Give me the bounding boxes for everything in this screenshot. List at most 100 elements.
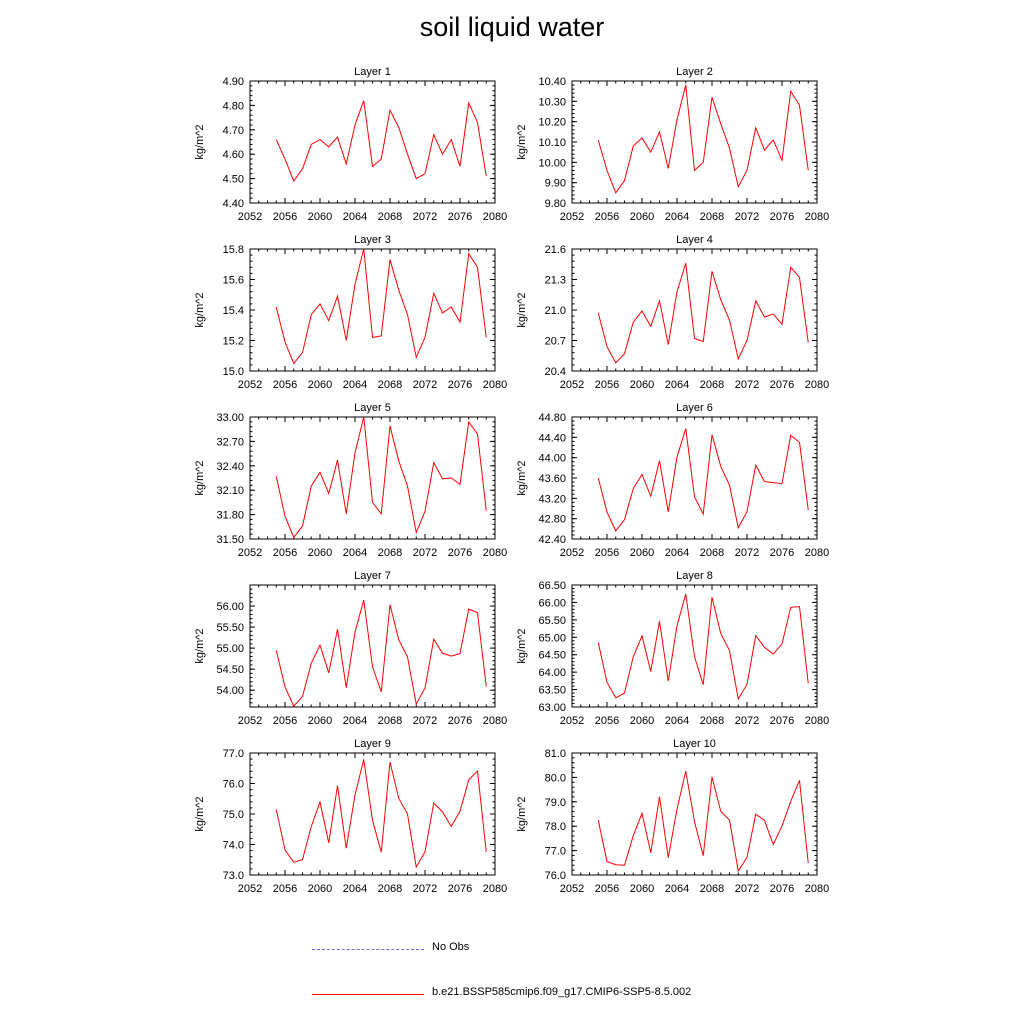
- series-line: [275, 600, 487, 708]
- x-tick-label: 2076: [770, 883, 794, 895]
- x-tick-label: 2056: [273, 379, 297, 391]
- legend-item-obs: No Obs: [300, 940, 800, 960]
- y-tick-label: 4.70: [223, 125, 244, 137]
- x-tick-label: 2076: [448, 211, 472, 223]
- x-tick-label: 2068: [700, 379, 724, 391]
- panel-title: Layer 8: [676, 570, 713, 582]
- x-tick-label: 2064: [343, 883, 367, 895]
- x-tick-label: 2068: [378, 211, 402, 223]
- x-tick-label: 2056: [273, 211, 297, 223]
- x-tick-label: 2072: [413, 547, 437, 559]
- plot-frame: [571, 248, 818, 372]
- x-tick-label: 2064: [343, 715, 367, 727]
- x-tick-label: 2072: [413, 211, 437, 223]
- y-axis-label: kg/m^2: [194, 124, 206, 159]
- x-tick-label: 2060: [630, 715, 654, 727]
- panel-title: Layer 4: [676, 234, 713, 246]
- y-tick-label: 66.50: [538, 580, 566, 592]
- y-tick-label: 31.80: [216, 510, 244, 522]
- x-tick-label: 2052: [238, 379, 262, 391]
- panel-title: Layer 2: [676, 66, 713, 78]
- x-tick-label: 2056: [273, 547, 297, 559]
- series-line: [275, 248, 487, 365]
- series-line: [597, 593, 809, 701]
- x-tick-label: 2060: [308, 211, 332, 223]
- x-tick-label: 2064: [343, 379, 367, 391]
- x-tick-label: 2080: [483, 211, 507, 223]
- legend-label-model: b.e21.BSSP585cmip6.f09_g17.CMIP6-SSP5-8.…: [432, 986, 692, 998]
- x-tick-label: 2060: [630, 547, 654, 559]
- y-tick-label: 76.0: [545, 870, 566, 882]
- plot-frame: [249, 248, 496, 372]
- x-tick-label: 2072: [735, 547, 759, 559]
- x-tick-label: 2072: [735, 379, 759, 391]
- panel-layer-4: Layer 4 2052 2056 2060 2064 2068 2072 2076 2080 2…: [516, 234, 829, 391]
- x-tick-label: 2052: [238, 883, 262, 895]
- x-tick-label: 2064: [665, 379, 689, 391]
- panel-title: Layer 1: [354, 66, 391, 78]
- x-tick-label: 2068: [378, 379, 402, 391]
- x-tick-label: 2072: [735, 883, 759, 895]
- panel-title: Layer 5: [354, 402, 391, 414]
- x-tick-label: 2072: [413, 715, 437, 727]
- x-tick-label: 2068: [700, 547, 724, 559]
- x-tick-label: 2064: [665, 715, 689, 727]
- x-tick-label: 2056: [273, 883, 297, 895]
- y-tick-label: 56.00: [216, 601, 244, 613]
- y-tick-label: 21.3: [545, 275, 566, 287]
- x-tick-label: 2068: [378, 547, 402, 559]
- y-tick-label: 78.0: [545, 821, 566, 833]
- x-tick-label: 2052: [560, 883, 584, 895]
- y-axis-label: kg/m^2: [516, 796, 528, 831]
- y-axis-label: kg/m^2: [516, 460, 528, 495]
- y-tick-label: 44.40: [538, 432, 566, 444]
- x-tick-label: 2076: [770, 211, 794, 223]
- panel-title: Layer 9: [354, 738, 391, 750]
- y-tick-label: 20.7: [545, 336, 566, 348]
- panel-layer-3: Layer 3 2052 2056 2060 2064 2068 2072 2076 2080 1…: [194, 234, 507, 391]
- plot-frame: [249, 80, 496, 204]
- x-tick-label: 2072: [735, 715, 759, 727]
- x-tick-label: 2052: [238, 547, 262, 559]
- panel-layer-1: Layer 1 2052 2056 2060 2064 2068 2072 2076 2080 4…: [194, 66, 507, 223]
- y-axis-label: kg/m^2: [194, 628, 206, 663]
- panel-layer-5: Layer 5 2052 2056 2060 2064 2068 2072 2076 2080 3…: [194, 402, 507, 559]
- series-line: [597, 263, 809, 364]
- x-tick-label: 2052: [560, 211, 584, 223]
- y-tick-label: 10.00: [538, 157, 566, 169]
- series-line: [597, 84, 809, 194]
- y-tick-label: 4.60: [223, 149, 244, 161]
- y-tick-label: 15.4: [223, 305, 244, 317]
- y-tick-label: 4.90: [223, 76, 244, 88]
- x-tick-label: 2080: [483, 715, 507, 727]
- panel-title: Layer 7: [354, 570, 391, 582]
- x-tick-label: 2080: [805, 547, 829, 559]
- y-tick-label: 55.00: [216, 643, 244, 655]
- x-tick-label: 2052: [238, 211, 262, 223]
- x-tick-label: 2060: [630, 379, 654, 391]
- plot-frame: [571, 752, 818, 876]
- y-axis-label: kg/m^2: [516, 124, 528, 159]
- x-tick-label: 2080: [805, 379, 829, 391]
- y-tick-label: 79.0: [545, 797, 566, 809]
- y-tick-label: 15.8: [223, 244, 244, 256]
- y-tick-label: 10.30: [538, 96, 566, 108]
- x-tick-label: 2076: [448, 883, 472, 895]
- y-tick-label: 77.0: [545, 846, 566, 858]
- x-tick-label: 2064: [343, 547, 367, 559]
- y-tick-label: 21.6: [545, 244, 566, 256]
- panel-layer-2: Layer 2 2052 2056 2060 2064 2068 2072 2076 2080 9…: [516, 66, 829, 223]
- y-tick-label: 10.20: [538, 117, 566, 129]
- x-tick-label: 2064: [665, 883, 689, 895]
- x-tick-label: 2076: [770, 379, 794, 391]
- y-tick-label: 65.50: [538, 615, 566, 627]
- y-tick-label: 9.80: [545, 198, 566, 210]
- x-tick-label: 2080: [805, 715, 829, 727]
- y-tick-label: 74.0: [223, 840, 244, 852]
- x-tick-label: 2060: [308, 379, 332, 391]
- figure-title: soil liquid water: [419, 12, 605, 42]
- x-tick-label: 2072: [413, 883, 437, 895]
- y-tick-label: 43.20: [538, 493, 566, 505]
- y-tick-label: 15.0: [223, 366, 244, 378]
- legend-item-model: b.e21.BSSP585cmip6.f09_g17.CMIP6-SSP5-8.…: [300, 985, 800, 1005]
